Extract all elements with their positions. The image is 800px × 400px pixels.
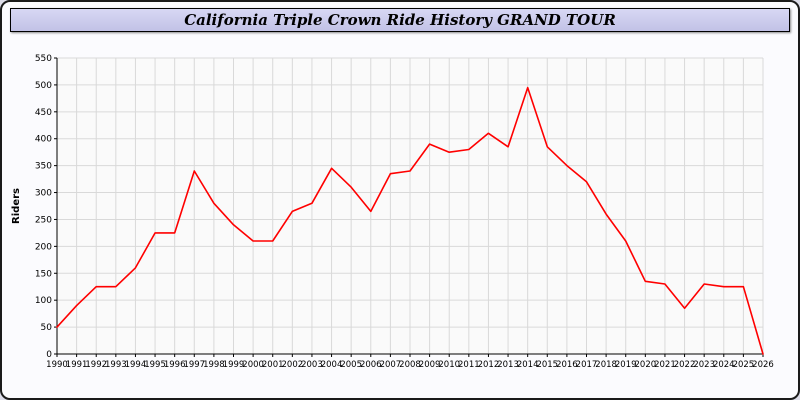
svg-text:1995: 1995 xyxy=(144,360,166,370)
svg-text:2004: 2004 xyxy=(321,360,343,370)
svg-text:50: 50 xyxy=(41,323,53,333)
svg-text:350: 350 xyxy=(35,162,52,172)
svg-text:2018: 2018 xyxy=(595,360,617,370)
svg-text:2021: 2021 xyxy=(654,360,676,370)
svg-text:2023: 2023 xyxy=(693,360,715,370)
svg-text:2000: 2000 xyxy=(242,360,264,370)
svg-text:0: 0 xyxy=(46,350,52,360)
svg-text:100: 100 xyxy=(35,296,52,306)
svg-text:2019: 2019 xyxy=(615,360,637,370)
svg-text:2001: 2001 xyxy=(262,360,284,370)
svg-text:2002: 2002 xyxy=(282,360,304,370)
svg-text:1991: 1991 xyxy=(66,360,88,370)
svg-text:2006: 2006 xyxy=(360,360,382,370)
svg-text:2022: 2022 xyxy=(674,360,696,370)
svg-text:1990: 1990 xyxy=(46,360,68,370)
title-bar: California Triple Crown Ride History GRA… xyxy=(10,8,790,32)
svg-text:2005: 2005 xyxy=(340,360,362,370)
svg-text:1997: 1997 xyxy=(183,360,205,370)
svg-text:2012: 2012 xyxy=(478,360,500,370)
svg-text:2011: 2011 xyxy=(458,360,480,370)
svg-text:1998: 1998 xyxy=(203,360,225,370)
svg-text:2007: 2007 xyxy=(380,360,402,370)
svg-text:2014: 2014 xyxy=(517,360,539,370)
page-title: California Triple Crown Ride History GRA… xyxy=(184,11,616,29)
svg-text:2015: 2015 xyxy=(536,360,558,370)
svg-text:450: 450 xyxy=(35,108,52,118)
svg-text:1994: 1994 xyxy=(125,360,147,370)
line-chart: 0501001502002503003504004505005501990199… xyxy=(11,54,774,370)
svg-text:400: 400 xyxy=(35,135,52,145)
svg-text:2017: 2017 xyxy=(576,360,598,370)
svg-text:2009: 2009 xyxy=(419,360,441,370)
svg-text:1996: 1996 xyxy=(164,360,186,370)
svg-text:1993: 1993 xyxy=(105,360,127,370)
svg-text:Riders: Riders xyxy=(11,188,22,224)
svg-text:2016: 2016 xyxy=(556,360,578,370)
svg-text:1992: 1992 xyxy=(85,360,107,370)
svg-text:150: 150 xyxy=(35,269,52,279)
svg-text:2008: 2008 xyxy=(399,360,421,370)
svg-text:2013: 2013 xyxy=(497,360,519,370)
svg-text:2026: 2026 xyxy=(752,360,774,370)
svg-text:2025: 2025 xyxy=(733,360,755,370)
svg-text:200: 200 xyxy=(35,242,52,252)
svg-text:550: 550 xyxy=(35,54,52,64)
chart-area: 0 50 100 150 200 250 300 350 400 450 500 550 1990 199… xyxy=(7,38,793,394)
svg-text:500: 500 xyxy=(35,81,52,91)
svg-text:250: 250 xyxy=(35,215,52,225)
svg-text:300: 300 xyxy=(35,189,52,199)
svg-text:1999: 1999 xyxy=(223,360,245,370)
svg-text:2020: 2020 xyxy=(635,360,657,370)
svg-text:2024: 2024 xyxy=(713,360,735,370)
svg-text:2003: 2003 xyxy=(301,360,323,370)
svg-text:2010: 2010 xyxy=(438,360,460,370)
